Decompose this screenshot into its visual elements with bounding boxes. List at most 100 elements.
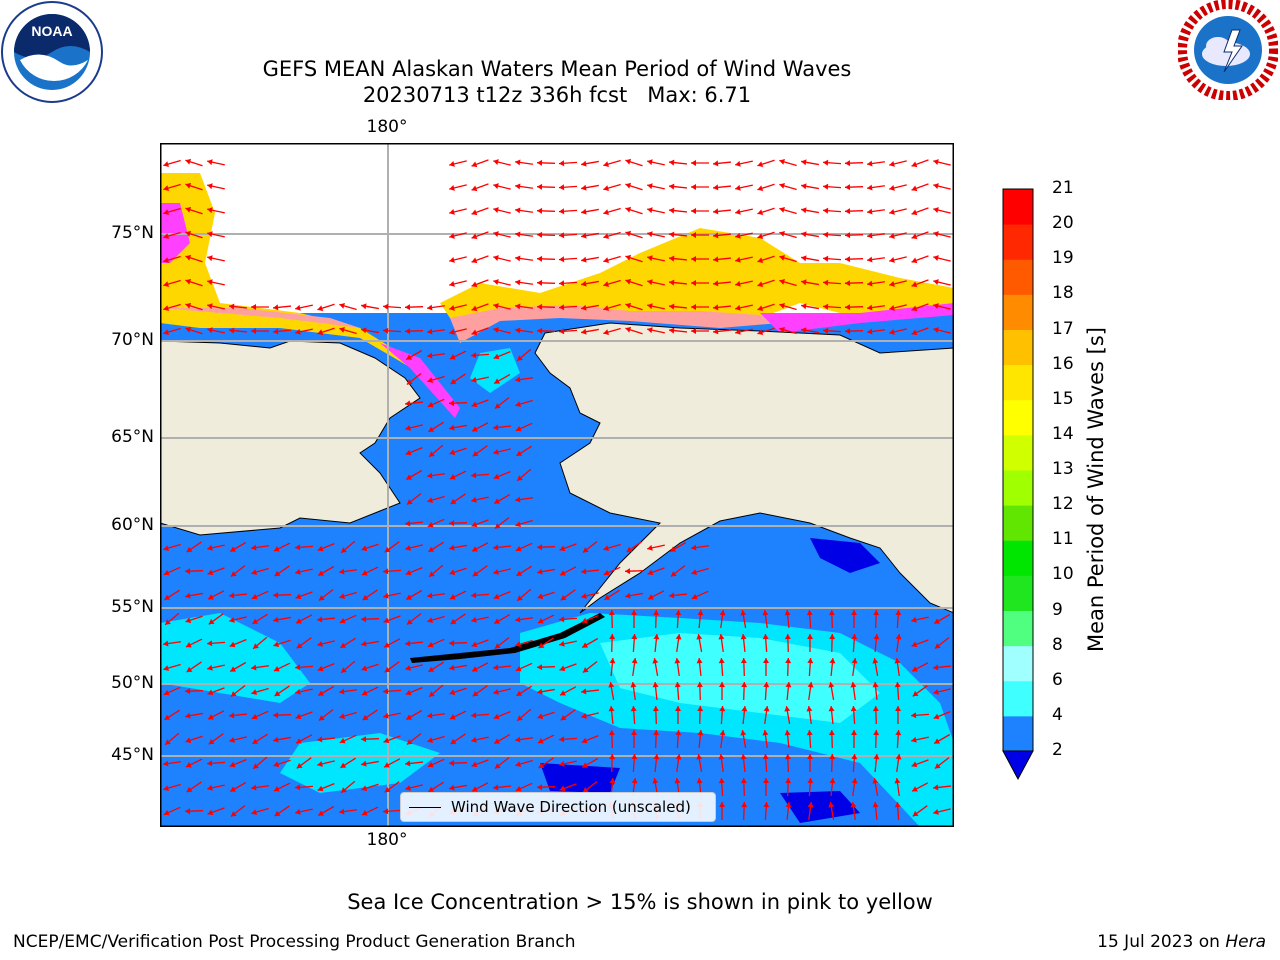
wave-direction-arrowhead — [493, 784, 499, 791]
wave-direction-arrowhead — [493, 544, 499, 551]
wave-direction-arrowhead — [719, 730, 726, 736]
wave-direction-arrowhead — [933, 207, 939, 213]
wave-direction-arrowhead — [471, 352, 477, 359]
wave-direction-arrowhead — [427, 617, 433, 623]
wave-direction-arrowhead — [867, 256, 873, 263]
wave-direction-arrowhead — [339, 737, 346, 744]
wave-direction-arrowhead — [230, 571, 237, 577]
wave-direction-arrowhead — [163, 809, 170, 816]
colorbar-segment — [1003, 575, 1033, 611]
wave-direction-arrowhead — [718, 634, 725, 640]
colorbar-segment — [1003, 259, 1033, 295]
wave-direction-arrowhead — [894, 778, 901, 784]
wave-direction-arrowhead — [252, 618, 259, 624]
wave-direction-arrowhead — [934, 738, 941, 744]
wave-direction-arrowhead — [493, 255, 499, 261]
wave-patch-west — [160, 613, 310, 703]
colorbar-tick-label: 20 — [1052, 213, 1074, 234]
wave-direction-arrowhead — [515, 159, 521, 166]
wave-direction-arrowhead — [696, 658, 703, 664]
wave-direction-arrowhead — [163, 257, 169, 263]
footer-date: 15 Jul 2023 on Hera — [1097, 932, 1266, 952]
wave-direction-arrowhead — [603, 161, 609, 167]
wave-direction-arrowhead — [493, 327, 499, 333]
wave-direction-arrowhead — [735, 232, 741, 239]
wave-direction-arrowhead — [785, 802, 792, 808]
wave-direction-arrowhead — [229, 712, 235, 719]
wave-direction-arrowhead — [735, 208, 741, 215]
wave-direction-arrowhead — [208, 738, 215, 745]
wave-direction-arrowhead — [427, 641, 434, 648]
wave-direction-arrowhead — [406, 499, 413, 505]
wave-direction-arrowhead — [582, 667, 589, 673]
wave-direction-arrowhead — [801, 207, 807, 214]
wave-direction-arrowhead — [806, 610, 813, 616]
wave-direction-arrowhead — [867, 184, 873, 191]
wave-direction-arrowhead — [828, 730, 835, 736]
wave-direction-arrowhead — [740, 754, 747, 760]
wave-direction-arrowhead — [471, 641, 478, 648]
wave-direction-arrowhead — [427, 472, 433, 479]
wave-direction-arrowhead — [471, 161, 478, 168]
wave-direction-arrowhead — [675, 706, 681, 711]
wave-direction-arrowhead — [384, 786, 391, 793]
wave-direction-arrowhead — [449, 544, 455, 551]
wave-direction-arrowhead — [471, 401, 478, 408]
wave-direction-arrowhead — [647, 231, 653, 238]
wave-direction-arrowhead — [784, 730, 791, 736]
wave-direction-arrowhead — [912, 690, 919, 697]
wave-direction-arrowhead — [647, 569, 654, 576]
wave-direction-arrowhead — [493, 207, 499, 213]
wave-direction-arrowhead — [406, 619, 413, 625]
wave-direction-arrowhead — [757, 233, 764, 240]
wave-direction-arrowhead — [340, 762, 347, 768]
wave-direction-arrowhead — [675, 754, 682, 760]
wave-direction-arrowhead — [273, 546, 280, 552]
wave-direction-arrowhead — [867, 160, 873, 167]
wave-direction-arrowhead — [713, 304, 719, 311]
wave-direction-arrowhead — [845, 280, 851, 287]
wave-direction-arrowhead — [625, 278, 632, 285]
wave-direction-arrowhead — [559, 184, 565, 191]
wave-direction-arrowhead — [581, 256, 587, 263]
wave-direction-arrowhead — [493, 183, 499, 189]
wave-direction-arrowhead — [652, 778, 659, 784]
wave-direction-arrowhead — [779, 327, 785, 333]
wave-direction-arrowhead — [471, 616, 477, 623]
wave-direction-arrowhead — [625, 326, 632, 333]
wave-direction-arrowhead — [653, 730, 660, 736]
wave-direction-arrowhead — [185, 617, 192, 624]
wave-direction-arrowhead — [603, 185, 609, 191]
wave-direction-arrowhead — [515, 255, 521, 262]
wave-direction-arrowhead — [361, 545, 368, 552]
sea-ice-east-pink — [450, 305, 780, 343]
wave-direction-arrowhead — [185, 592, 191, 599]
wave-direction-arrowhead — [251, 544, 257, 551]
wave-direction-arrowhead — [845, 208, 851, 215]
wave-direction-arrowhead — [471, 521, 478, 528]
wave-direction-arrowhead — [537, 784, 543, 791]
wave-direction-arrowhead — [582, 642, 589, 648]
wave-direction-arrowhead — [230, 546, 237, 552]
wave-direction-arrowhead — [582, 787, 589, 793]
wave-direction-arrowhead — [911, 281, 918, 288]
wave-direction-arrowhead — [867, 208, 873, 215]
wave-direction-arrowhead — [341, 547, 347, 553]
wave-direction-arrowhead — [763, 682, 770, 688]
wave-direction-arrowhead — [757, 161, 764, 168]
wave-patch-dark-south — [540, 763, 620, 793]
wave-direction-arrowhead — [449, 281, 455, 287]
wave-direction-arrowhead — [763, 802, 770, 808]
wave-direction-arrowhead — [735, 328, 741, 335]
colorbar-segment — [1003, 294, 1033, 330]
wave-direction-arrowhead — [626, 546, 633, 553]
sea-ice-east-pink2 — [760, 303, 954, 333]
wave-direction-arrowhead — [384, 642, 390, 648]
colorbar-tick-label: 10 — [1052, 564, 1074, 585]
wave-direction-arrowhead — [339, 568, 345, 575]
wave-direction-arrowhead — [713, 232, 719, 239]
wave-direction-arrowhead — [669, 183, 675, 190]
wave-direction-arrowhead — [647, 279, 653, 286]
wave-direction-arrowhead — [427, 377, 433, 383]
wave-direction-arrowhead — [361, 303, 367, 310]
